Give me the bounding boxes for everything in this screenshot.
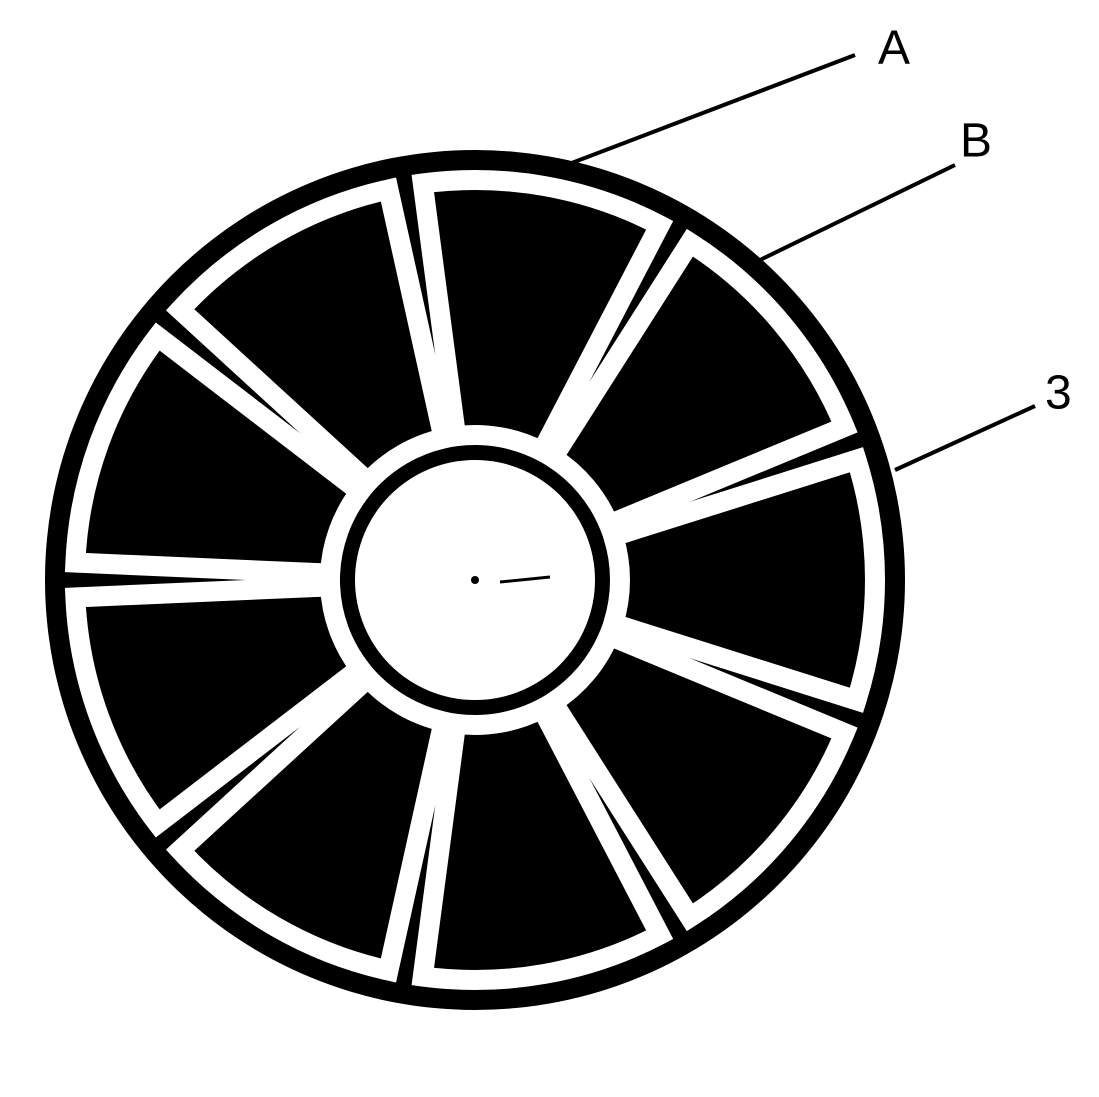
label-3: 3	[1045, 366, 1072, 419]
leader-line-A	[569, 55, 855, 164]
label-A: A	[878, 21, 910, 74]
diagram-container: AB 3	[0, 0, 1099, 1097]
leader-line-3	[895, 406, 1035, 470]
label-B: B	[960, 114, 992, 167]
segmented-disc-diagram: AB 3	[0, 0, 1099, 1097]
leader-line-B	[760, 165, 955, 260]
center-dot	[471, 576, 479, 584]
